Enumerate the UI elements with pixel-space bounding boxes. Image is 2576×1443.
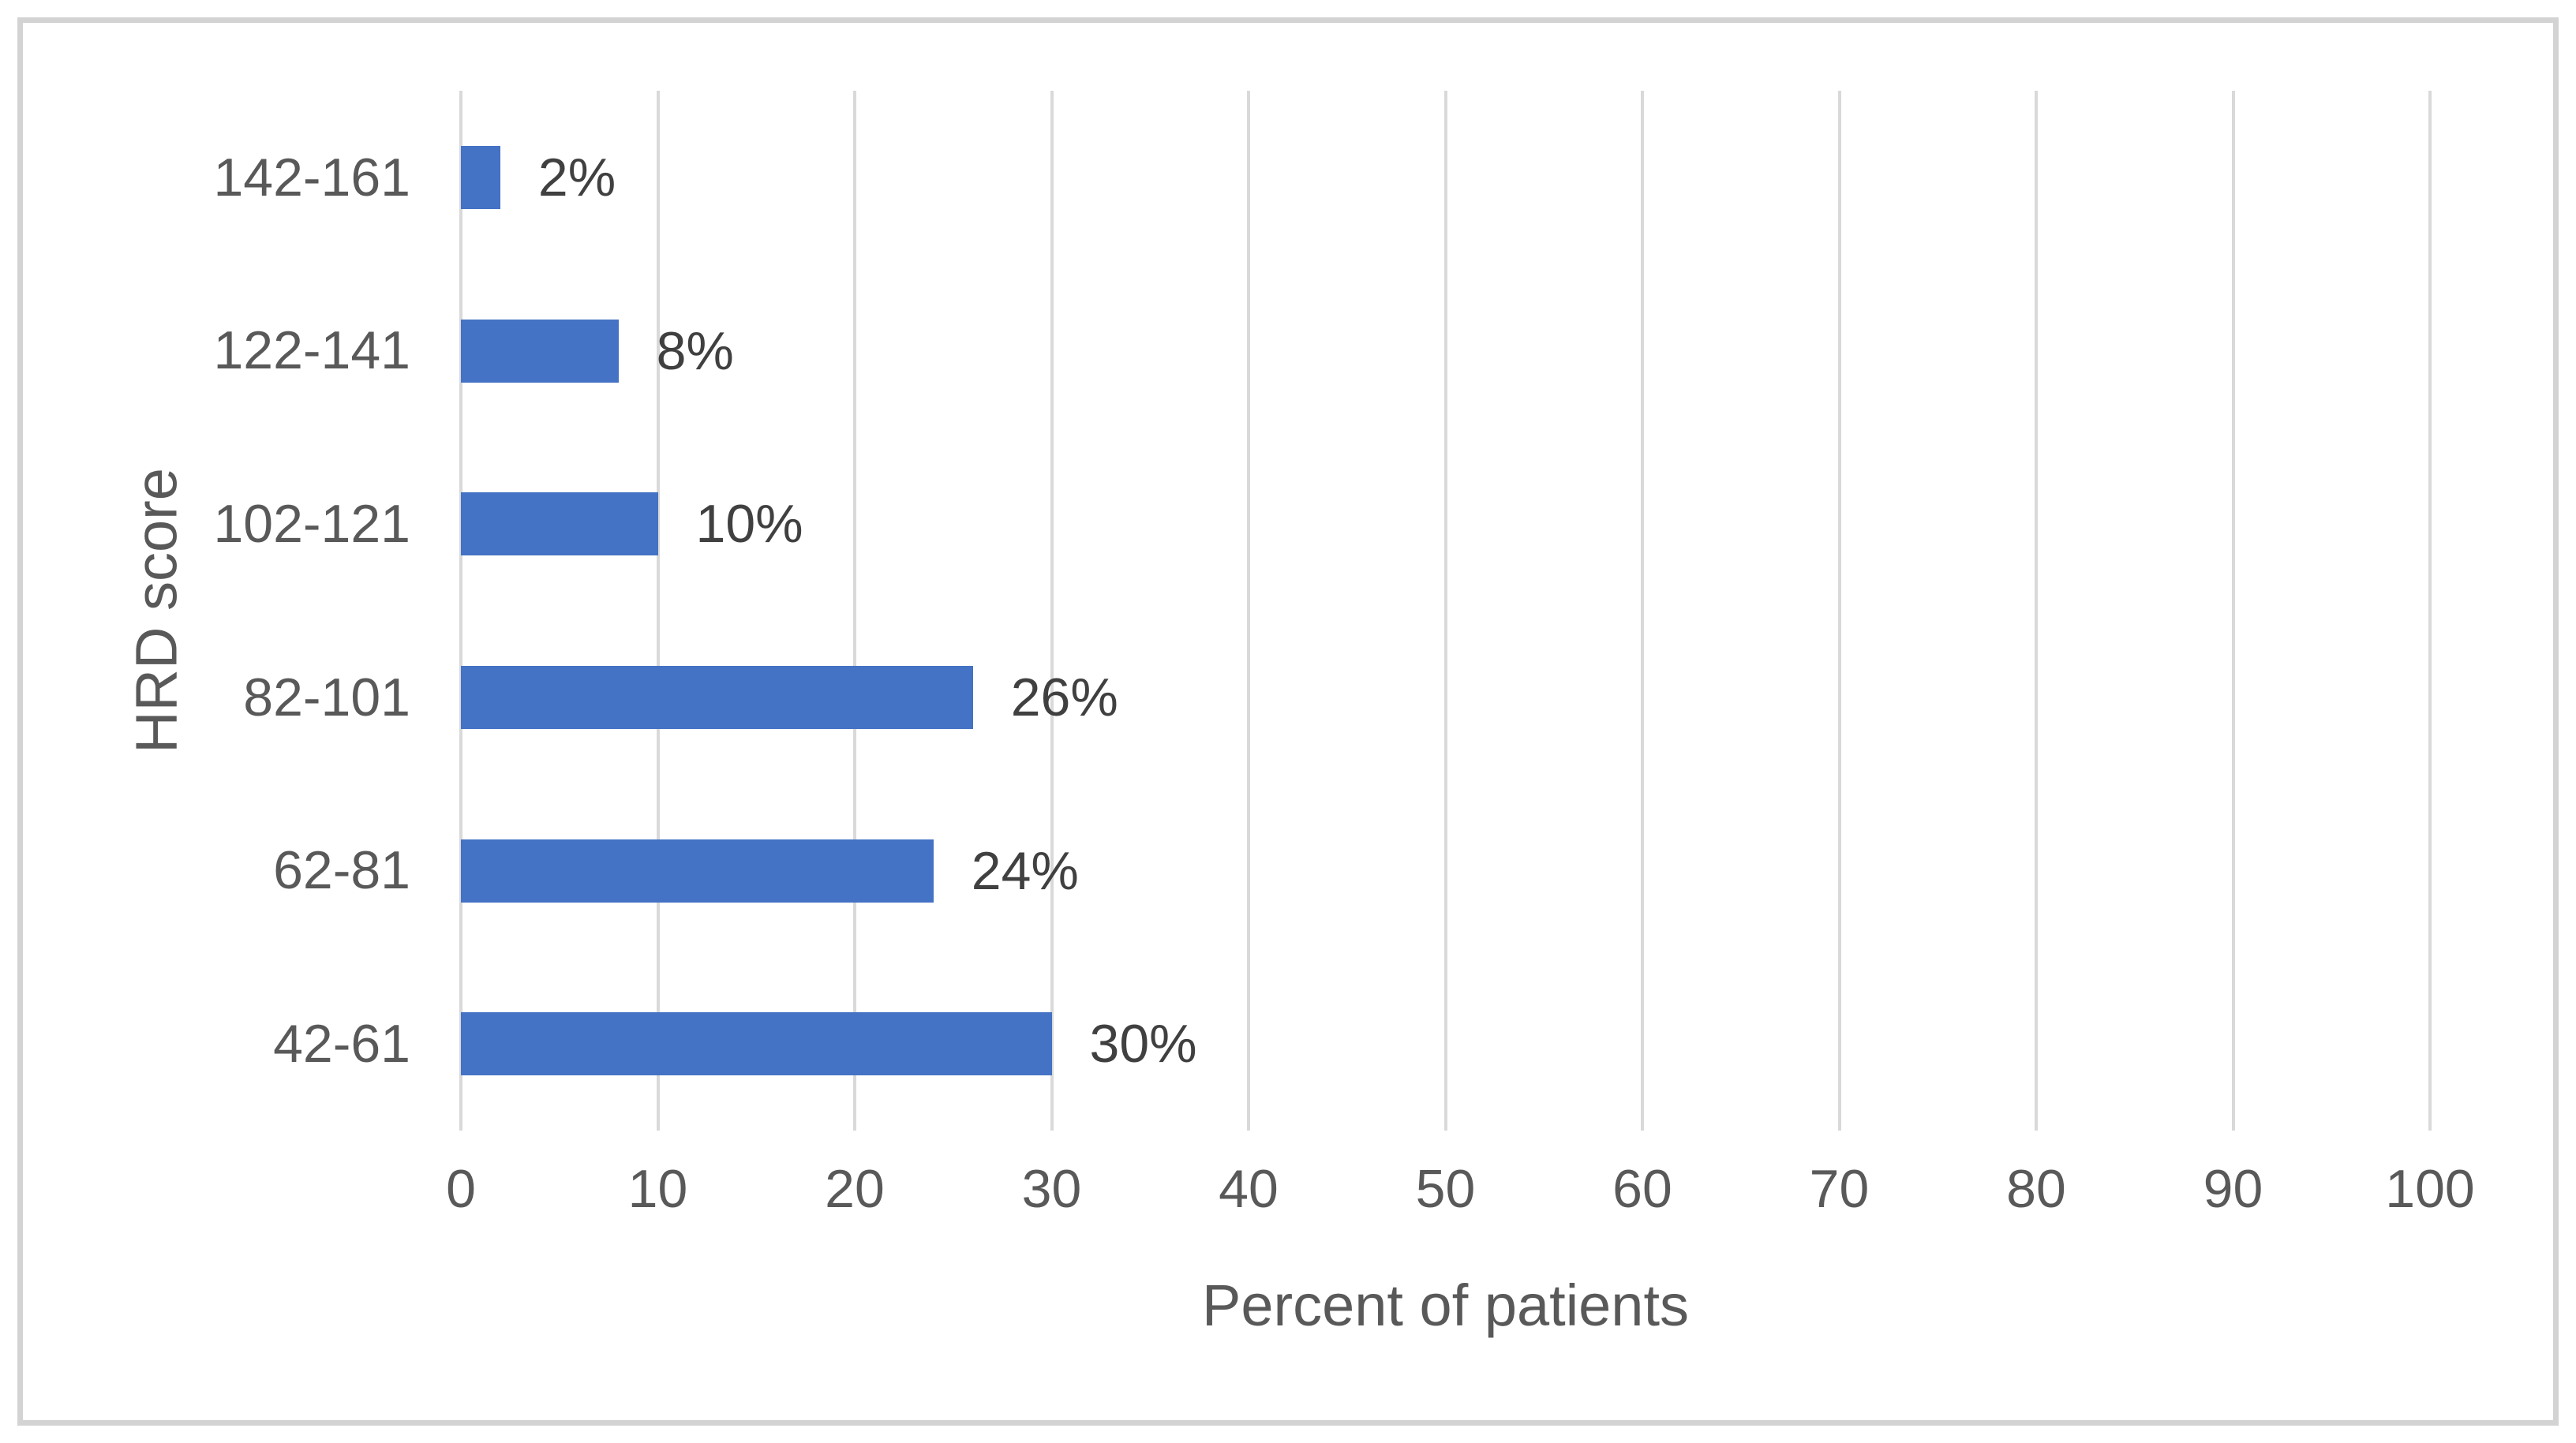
bar: [461, 319, 619, 383]
x-axis-title: Percent of patients: [1201, 1273, 1690, 1338]
gridline: [2428, 91, 2432, 1131]
category-label: 82-101: [243, 667, 410, 727]
category-label: 42-61: [273, 1014, 410, 1075]
bar: [461, 665, 973, 729]
data-label: 30%: [1089, 1014, 1197, 1075]
data-label: 2%: [537, 147, 616, 207]
bar: [461, 1012, 1052, 1076]
data-label: 8%: [656, 320, 734, 381]
x-tick-label: 30: [1021, 1159, 1082, 1219]
chart-frame-border: [17, 17, 2559, 1426]
gridline: [1837, 91, 1841, 1131]
bar: [461, 839, 934, 903]
category-label: 102-121: [213, 494, 410, 555]
x-tick-label: 40: [1219, 1159, 1279, 1219]
gridline: [853, 91, 856, 1131]
gridline: [1050, 91, 1054, 1131]
plot-area: 2% 8% 10% 26% 24% 30%: [459, 91, 2432, 1131]
x-tick-label: 60: [1612, 1159, 1672, 1219]
category-label: 62-81: [273, 840, 410, 901]
gridline: [656, 91, 660, 1131]
data-label: 10%: [695, 494, 803, 555]
bar: [461, 145, 500, 209]
category-label: 122-141: [213, 320, 410, 381]
x-tick-label: 90: [2203, 1159, 2263, 1219]
x-tick-label: 20: [825, 1159, 885, 1219]
x-tick-label: 0: [446, 1159, 476, 1219]
x-tick-label: 100: [2385, 1159, 2475, 1219]
gridline: [2231, 91, 2235, 1131]
gridline: [2035, 91, 2038, 1131]
data-label: 26%: [1010, 667, 1118, 727]
x-axis-tick-labels: 0 10 20 30 40 50 60 70 80 90 100: [446, 1158, 2475, 1229]
gridline: [1247, 91, 1250, 1131]
data-label: 24%: [971, 840, 1079, 901]
gridline: [459, 91, 462, 1131]
x-tick-label: 50: [1415, 1159, 1476, 1219]
gridline: [1641, 91, 1644, 1131]
bar: [461, 492, 658, 556]
gridline: [1443, 91, 1447, 1131]
x-tick-label: 80: [2006, 1159, 2066, 1219]
category-label: 142-161: [213, 147, 410, 207]
x-tick-label: 10: [627, 1159, 688, 1219]
x-tick-label: 70: [1809, 1159, 1870, 1219]
category-axis-labels: 142-161 122-141 102-121 82-101 62-81 42-61: [0, 91, 410, 1131]
